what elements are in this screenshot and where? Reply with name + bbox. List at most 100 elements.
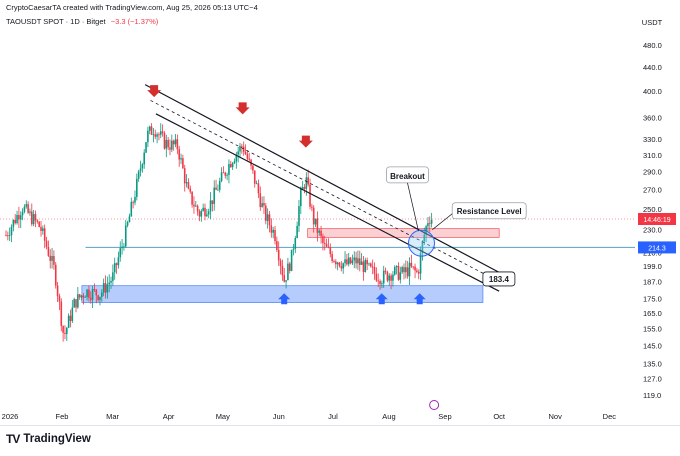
candle-body bbox=[218, 181, 221, 190]
candle-body bbox=[117, 257, 120, 266]
candle-body bbox=[241, 145, 243, 147]
candle-body bbox=[21, 211, 24, 216]
candle-body bbox=[49, 255, 52, 261]
candle-body bbox=[323, 243, 326, 244]
candle-body bbox=[417, 271, 420, 274]
candle-body bbox=[342, 263, 344, 269]
candle-body bbox=[309, 184, 311, 207]
breakout-label: Breakout bbox=[390, 172, 425, 181]
candle-body bbox=[408, 262, 411, 277]
candle-body bbox=[80, 295, 83, 298]
candle-body bbox=[392, 274, 394, 281]
candle-body bbox=[355, 257, 357, 264]
x-tick-label: 2026 bbox=[2, 412, 19, 421]
y-tick-label: 400.0 bbox=[643, 87, 662, 96]
candle-body bbox=[27, 204, 29, 213]
candle-body bbox=[156, 134, 158, 137]
candle-body bbox=[213, 187, 216, 205]
candle-body bbox=[305, 177, 308, 189]
tradingview-logo[interactable]: TV TradingView bbox=[6, 432, 91, 446]
candle-body bbox=[7, 235, 9, 237]
y-tick-label: 310.0 bbox=[643, 151, 662, 160]
candle-body bbox=[191, 191, 193, 205]
candle-body bbox=[397, 265, 400, 280]
candle-body bbox=[189, 188, 192, 192]
candle-body bbox=[171, 140, 173, 150]
candle-body bbox=[123, 246, 125, 248]
candle-body bbox=[134, 196, 136, 203]
candle-body bbox=[303, 187, 306, 189]
candle-body bbox=[143, 152, 145, 165]
candle-body bbox=[5, 235, 7, 236]
candle-body bbox=[244, 151, 247, 155]
candle-body bbox=[34, 214, 37, 221]
candle-body bbox=[47, 246, 50, 256]
candle-body bbox=[279, 260, 282, 266]
candle-body bbox=[67, 315, 70, 328]
candle-body bbox=[388, 275, 391, 281]
candle-body bbox=[176, 139, 179, 150]
candle-body bbox=[136, 178, 138, 197]
candle-body bbox=[18, 214, 20, 220]
candle-body bbox=[255, 183, 258, 185]
candle-body bbox=[51, 255, 53, 261]
channel-line bbox=[155, 113, 500, 292]
x-tick-label: Dec bbox=[603, 412, 617, 421]
candle-body bbox=[390, 275, 392, 281]
resistance-pointer bbox=[432, 213, 453, 230]
candle-body bbox=[360, 261, 363, 265]
candle-body bbox=[32, 214, 35, 225]
candle-body bbox=[395, 265, 398, 268]
candle-body bbox=[231, 163, 234, 168]
candle-body bbox=[73, 299, 75, 308]
up-arrow-icon bbox=[375, 293, 388, 305]
candle-body bbox=[333, 260, 335, 262]
candle-body bbox=[353, 257, 356, 261]
candle-body bbox=[340, 266, 343, 269]
candle-body bbox=[132, 202, 134, 203]
candle-body bbox=[414, 266, 416, 271]
candle-body bbox=[29, 211, 31, 213]
candle-body bbox=[30, 211, 33, 225]
candle-body bbox=[428, 223, 431, 224]
candle-body bbox=[364, 260, 367, 273]
candle-body bbox=[265, 205, 267, 221]
candle-body bbox=[285, 280, 287, 282]
candle-body bbox=[329, 247, 332, 255]
candle-body bbox=[283, 275, 286, 282]
candle-body bbox=[54, 264, 57, 286]
x-tick-label: Mar bbox=[106, 412, 119, 421]
candle-body bbox=[357, 258, 359, 264]
y-tick-label: 119.0 bbox=[643, 391, 661, 400]
breakout-circle bbox=[407, 229, 435, 257]
candle-body bbox=[331, 254, 333, 261]
candle-body bbox=[82, 295, 85, 298]
y-tick-label: 250.0 bbox=[643, 205, 662, 214]
candle-body bbox=[185, 182, 188, 184]
candle-body bbox=[178, 149, 181, 160]
candle-body bbox=[412, 266, 415, 268]
candle-body bbox=[261, 203, 263, 208]
candle-body bbox=[215, 187, 217, 190]
candle-body bbox=[386, 271, 389, 281]
candle-body bbox=[169, 147, 171, 150]
candle-body bbox=[69, 315, 72, 322]
candle-body bbox=[237, 151, 239, 155]
y-tick-label: 270.0 bbox=[643, 185, 662, 194]
y-tick-label: 165.0 bbox=[643, 309, 662, 318]
candle-body bbox=[421, 241, 424, 254]
candle-body bbox=[228, 164, 230, 175]
candle-body bbox=[373, 267, 376, 274]
candle-body bbox=[115, 263, 118, 266]
candle-body bbox=[147, 130, 149, 143]
candle-body bbox=[314, 218, 317, 225]
candle-body bbox=[207, 211, 210, 215]
candle-body bbox=[410, 262, 413, 267]
up-arrow-icon bbox=[413, 293, 426, 305]
candle-body bbox=[362, 261, 365, 273]
candle-body bbox=[71, 307, 74, 322]
candle-body bbox=[141, 164, 144, 169]
candle-body bbox=[121, 246, 123, 249]
x-tick-label: Oct bbox=[493, 412, 506, 421]
